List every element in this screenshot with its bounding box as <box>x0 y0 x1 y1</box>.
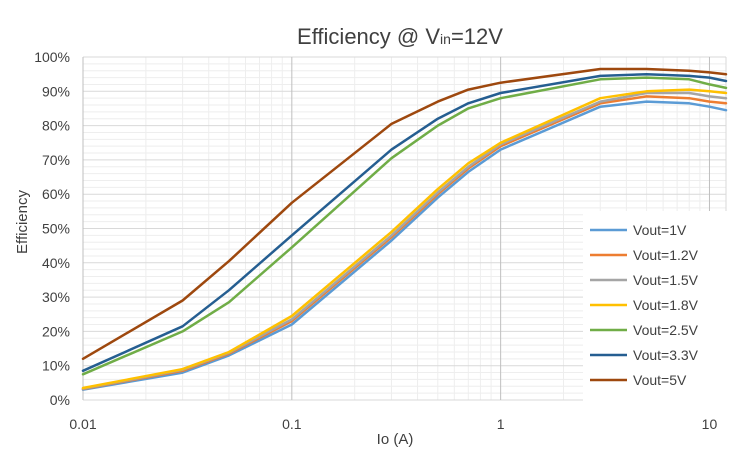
series-line-vout-1-8v <box>81 88 728 390</box>
chart-title-subscript: in <box>440 31 451 47</box>
legend-label-vout-1-2v: Vout=1.2V <box>633 247 699 263</box>
x-tick-label: 1 <box>497 416 505 432</box>
series-line-vout-1v <box>81 100 728 391</box>
series-line-vout-5v <box>81 67 728 361</box>
chart-title-tail: =12V <box>451 24 503 49</box>
x-tick-label: 0.01 <box>69 416 96 432</box>
series-lines <box>81 67 728 391</box>
series-line-vout-2-5v <box>81 76 728 376</box>
legend-label-vout-1-8v: Vout=1.8V <box>633 297 699 313</box>
y-tick-label: 90% <box>42 83 70 99</box>
series-line-vout-3-3v <box>81 72 728 373</box>
y-tick-label: 10% <box>42 358 70 374</box>
legend-label-vout-1v: Vout=1V <box>633 222 687 238</box>
y-tick-label: 20% <box>42 323 70 339</box>
x-axis-tick-labels: 0.01 0.1 1 10 <box>69 416 717 432</box>
x-tick-label: 0.1 <box>282 416 302 432</box>
chart-title-main: Efficiency @ V <box>297 24 440 49</box>
y-tick-label: 0% <box>50 392 70 408</box>
legend: Vout=1V Vout=1.2V Vout=1.5V Vout=1.8V Vout=2… <box>583 211 730 401</box>
y-tick-label: 50% <box>42 221 70 237</box>
x-tick-label: 10 <box>702 416 718 432</box>
y-tick-label: 100% <box>34 49 70 65</box>
legend-label-vout-1-5v: Vout=1.5V <box>633 272 699 288</box>
y-tick-label: 70% <box>42 152 70 168</box>
y-tick-label: 30% <box>42 289 70 305</box>
y-tick-label: 60% <box>42 186 70 202</box>
y-tick-label: 80% <box>42 118 70 134</box>
legend-label-vout-5v: Vout=5V <box>633 372 687 388</box>
chart-title: Efficiency @ Vin=12V <box>297 24 503 49</box>
y-axis-tick-labels: 0% 10% 20% 30% 40% 50% 60% 70% 80% 90% 100% <box>34 49 70 408</box>
legend-label-vout-3-3v: Vout=3.3V <box>633 347 699 363</box>
y-tick-label: 40% <box>42 255 70 271</box>
legend-label-vout-2-5v: Vout=2.5V <box>633 322 699 338</box>
x-axis-title: Io (A) <box>377 431 414 448</box>
y-axis-title: Efficiency <box>14 190 31 254</box>
